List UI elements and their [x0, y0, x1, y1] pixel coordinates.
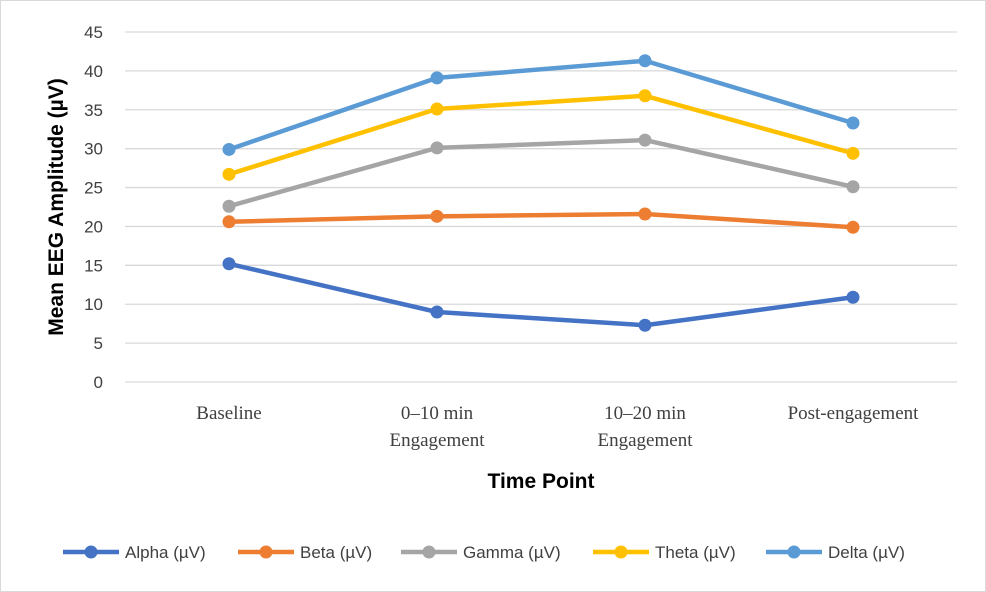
- data-point: [846, 116, 860, 130]
- x-tick-label: Post-engagement: [788, 403, 920, 424]
- y-tick-label: 25: [84, 179, 103, 198]
- data-point: [846, 220, 860, 234]
- data-point: [846, 146, 860, 160]
- series-line-1: [228, 211, 854, 230]
- x-tick-label: Engagement: [598, 430, 694, 451]
- legend-marker: [422, 545, 436, 559]
- data-point: [222, 199, 236, 213]
- legend-marker: [259, 545, 273, 559]
- y-tick-label: 0: [94, 373, 103, 392]
- data-point: [222, 257, 236, 271]
- legend-label: Theta (µV): [655, 543, 736, 562]
- data-point: [638, 89, 652, 103]
- x-tick-label: Engagement: [390, 430, 486, 451]
- series-line-0: [228, 261, 854, 328]
- legend-marker: [614, 545, 628, 559]
- y-tick-label: 35: [84, 101, 103, 120]
- x-tick-label: Baseline: [196, 403, 261, 424]
- data-point: [846, 290, 860, 304]
- data-point: [430, 71, 444, 85]
- y-tick-label: 15: [84, 256, 103, 275]
- series-line-4: [228, 58, 854, 152]
- data-point: [222, 142, 236, 156]
- data-point: [430, 305, 444, 319]
- y-tick-label: 30: [84, 140, 103, 159]
- data-point: [430, 209, 444, 223]
- data-point: [638, 207, 652, 221]
- data-point: [638, 54, 652, 68]
- series-line-3: [228, 93, 854, 177]
- data-point: [222, 167, 236, 181]
- legend-label: Alpha (µV): [125, 543, 206, 562]
- x-tick-label: 0–10 min: [401, 403, 474, 424]
- legend-marker: [787, 545, 801, 559]
- y-tick-label: 40: [84, 62, 103, 81]
- data-point: [638, 133, 652, 147]
- y-axis-title: Mean EEG Amplitude (µV): [45, 78, 68, 336]
- y-tick-label: 45: [84, 23, 103, 42]
- data-point: [430, 102, 444, 116]
- legend-label: Delta (µV): [828, 543, 905, 562]
- legend-label: Beta (µV): [300, 543, 372, 562]
- x-axis-title: Time Point: [488, 470, 595, 493]
- x-tick-label: 10–20 min: [604, 403, 686, 424]
- legend-label: Gamma (µV): [463, 543, 561, 562]
- y-tick-label: 10: [84, 295, 103, 314]
- series-line-2: [228, 137, 854, 209]
- data-point: [638, 318, 652, 332]
- data-point: [846, 180, 860, 194]
- data-point: [430, 141, 444, 155]
- y-tick-label: 5: [94, 334, 103, 353]
- legend-marker: [84, 545, 98, 559]
- data-point: [222, 215, 236, 229]
- y-tick-label: 20: [84, 217, 103, 236]
